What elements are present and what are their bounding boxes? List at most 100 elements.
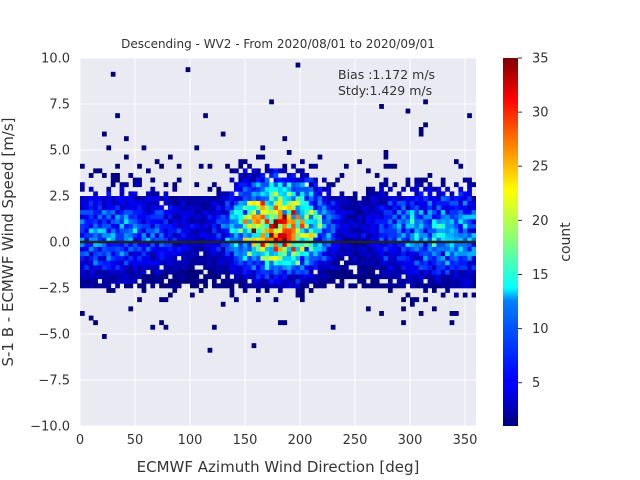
heatmap-cell bbox=[260, 228, 266, 234]
heatmap-cell bbox=[93, 278, 98, 284]
heatmap-cell bbox=[352, 196, 358, 201]
heatmap-cell bbox=[352, 214, 358, 220]
heatmap-cell bbox=[388, 288, 393, 293]
heatmap-cell bbox=[467, 191, 472, 197]
heatmap-cell bbox=[163, 269, 169, 275]
heatmap-cell bbox=[278, 251, 283, 257]
heatmap-cell bbox=[106, 196, 112, 201]
heatmap-cell bbox=[269, 278, 274, 284]
heatmap-cell bbox=[454, 237, 459, 243]
heatmap-cell bbox=[471, 200, 476, 206]
heatmap-cell bbox=[181, 251, 186, 257]
heatmap-cell bbox=[150, 219, 156, 224]
y-tick-label: 0.0 bbox=[49, 236, 70, 251]
heatmap-cell bbox=[97, 196, 103, 201]
heatmap-cell bbox=[242, 274, 248, 280]
heatmap-cell bbox=[458, 251, 464, 257]
heatmap-cell bbox=[190, 269, 195, 275]
heatmap-cell bbox=[225, 219, 230, 224]
heatmap-cell bbox=[256, 223, 261, 229]
heatmap-cell bbox=[278, 228, 283, 234]
x-tick-label: 350 bbox=[453, 433, 478, 448]
heatmap-cell bbox=[423, 232, 428, 238]
heatmap-cell bbox=[229, 168, 235, 174]
heatmap-cell bbox=[436, 209, 442, 215]
heatmap-cell bbox=[282, 246, 288, 252]
heatmap-cell bbox=[278, 269, 283, 275]
heatmap-cell bbox=[335, 260, 340, 266]
heatmap-cell bbox=[278, 255, 283, 261]
heatmap-cell bbox=[137, 177, 142, 183]
heatmap-cell bbox=[308, 191, 314, 197]
heatmap-cell bbox=[291, 186, 296, 192]
heatmap-cell bbox=[203, 232, 208, 238]
heatmap-cell bbox=[427, 269, 433, 275]
heatmap-cell bbox=[374, 242, 380, 247]
heatmap-cell bbox=[388, 163, 393, 169]
heatmap-cell bbox=[304, 260, 310, 266]
heatmap-cell bbox=[260, 205, 266, 211]
heatmap-cell bbox=[84, 283, 90, 289]
heatmap-cell bbox=[379, 191, 384, 197]
heatmap-cell bbox=[471, 265, 476, 270]
heatmap-cell bbox=[414, 283, 420, 289]
heatmap-cell bbox=[128, 219, 134, 224]
heatmap-cell bbox=[269, 283, 274, 289]
heatmap-cell bbox=[361, 269, 367, 275]
heatmap-cell bbox=[396, 278, 402, 284]
heatmap-cell bbox=[330, 237, 336, 243]
heatmap-cell bbox=[238, 196, 244, 201]
heatmap-cell bbox=[128, 205, 134, 211]
heatmap-cell bbox=[88, 255, 94, 261]
heatmap-cell bbox=[150, 205, 156, 211]
heatmap-cell bbox=[392, 228, 398, 234]
heatmap-cell bbox=[207, 186, 213, 192]
heatmap-cell bbox=[449, 260, 455, 266]
heatmap-cell bbox=[207, 205, 213, 211]
heatmap-cell bbox=[304, 242, 310, 247]
heatmap-cell bbox=[225, 196, 230, 201]
heatmap-cell bbox=[128, 242, 134, 247]
heatmap-cell bbox=[374, 228, 380, 234]
heatmap-cell bbox=[344, 163, 349, 169]
heatmap-cell bbox=[440, 191, 446, 197]
heatmap-cell bbox=[440, 292, 446, 298]
heatmap-cell bbox=[242, 182, 248, 188]
heatmap-cell bbox=[357, 232, 362, 238]
heatmap-cell bbox=[190, 242, 195, 247]
heatmap-cell bbox=[80, 242, 85, 247]
heatmap-cell bbox=[418, 196, 424, 201]
heatmap-cell bbox=[361, 242, 367, 247]
heatmap-cell bbox=[198, 214, 204, 220]
heatmap-cell bbox=[159, 163, 164, 169]
heatmap-cell bbox=[185, 219, 191, 224]
heatmap-cell bbox=[348, 232, 354, 238]
heatmap-cell bbox=[322, 209, 327, 215]
heatmap-cell bbox=[132, 177, 138, 183]
heatmap-cell bbox=[467, 214, 472, 220]
heatmap-cell bbox=[273, 219, 279, 224]
heatmap-cell bbox=[348, 274, 354, 280]
heatmap-cell bbox=[282, 196, 288, 201]
heatmap-cell bbox=[344, 260, 349, 266]
heatmap-cell bbox=[181, 219, 186, 224]
heatmap-cell bbox=[102, 131, 107, 137]
heatmap-cell bbox=[159, 251, 164, 257]
heatmap-cell bbox=[361, 283, 367, 289]
heatmap-cell bbox=[251, 246, 257, 252]
heatmap-cell bbox=[432, 205, 437, 211]
heatmap-cell bbox=[445, 196, 450, 201]
heatmap-cell bbox=[432, 269, 437, 275]
heatmap-cell bbox=[454, 205, 459, 211]
heatmap-cell bbox=[418, 214, 424, 220]
heatmap-cell bbox=[392, 209, 398, 215]
heatmap-cell bbox=[379, 242, 384, 247]
heatmap-cell bbox=[190, 251, 195, 257]
heatmap-cell bbox=[181, 209, 186, 215]
heatmap-cell bbox=[225, 232, 230, 238]
heatmap-cell bbox=[361, 209, 367, 215]
heatmap-cell bbox=[229, 177, 235, 183]
heatmap-cell bbox=[102, 196, 107, 201]
heatmap-cell bbox=[322, 278, 327, 284]
y-tick-label: 5.0 bbox=[49, 144, 70, 159]
